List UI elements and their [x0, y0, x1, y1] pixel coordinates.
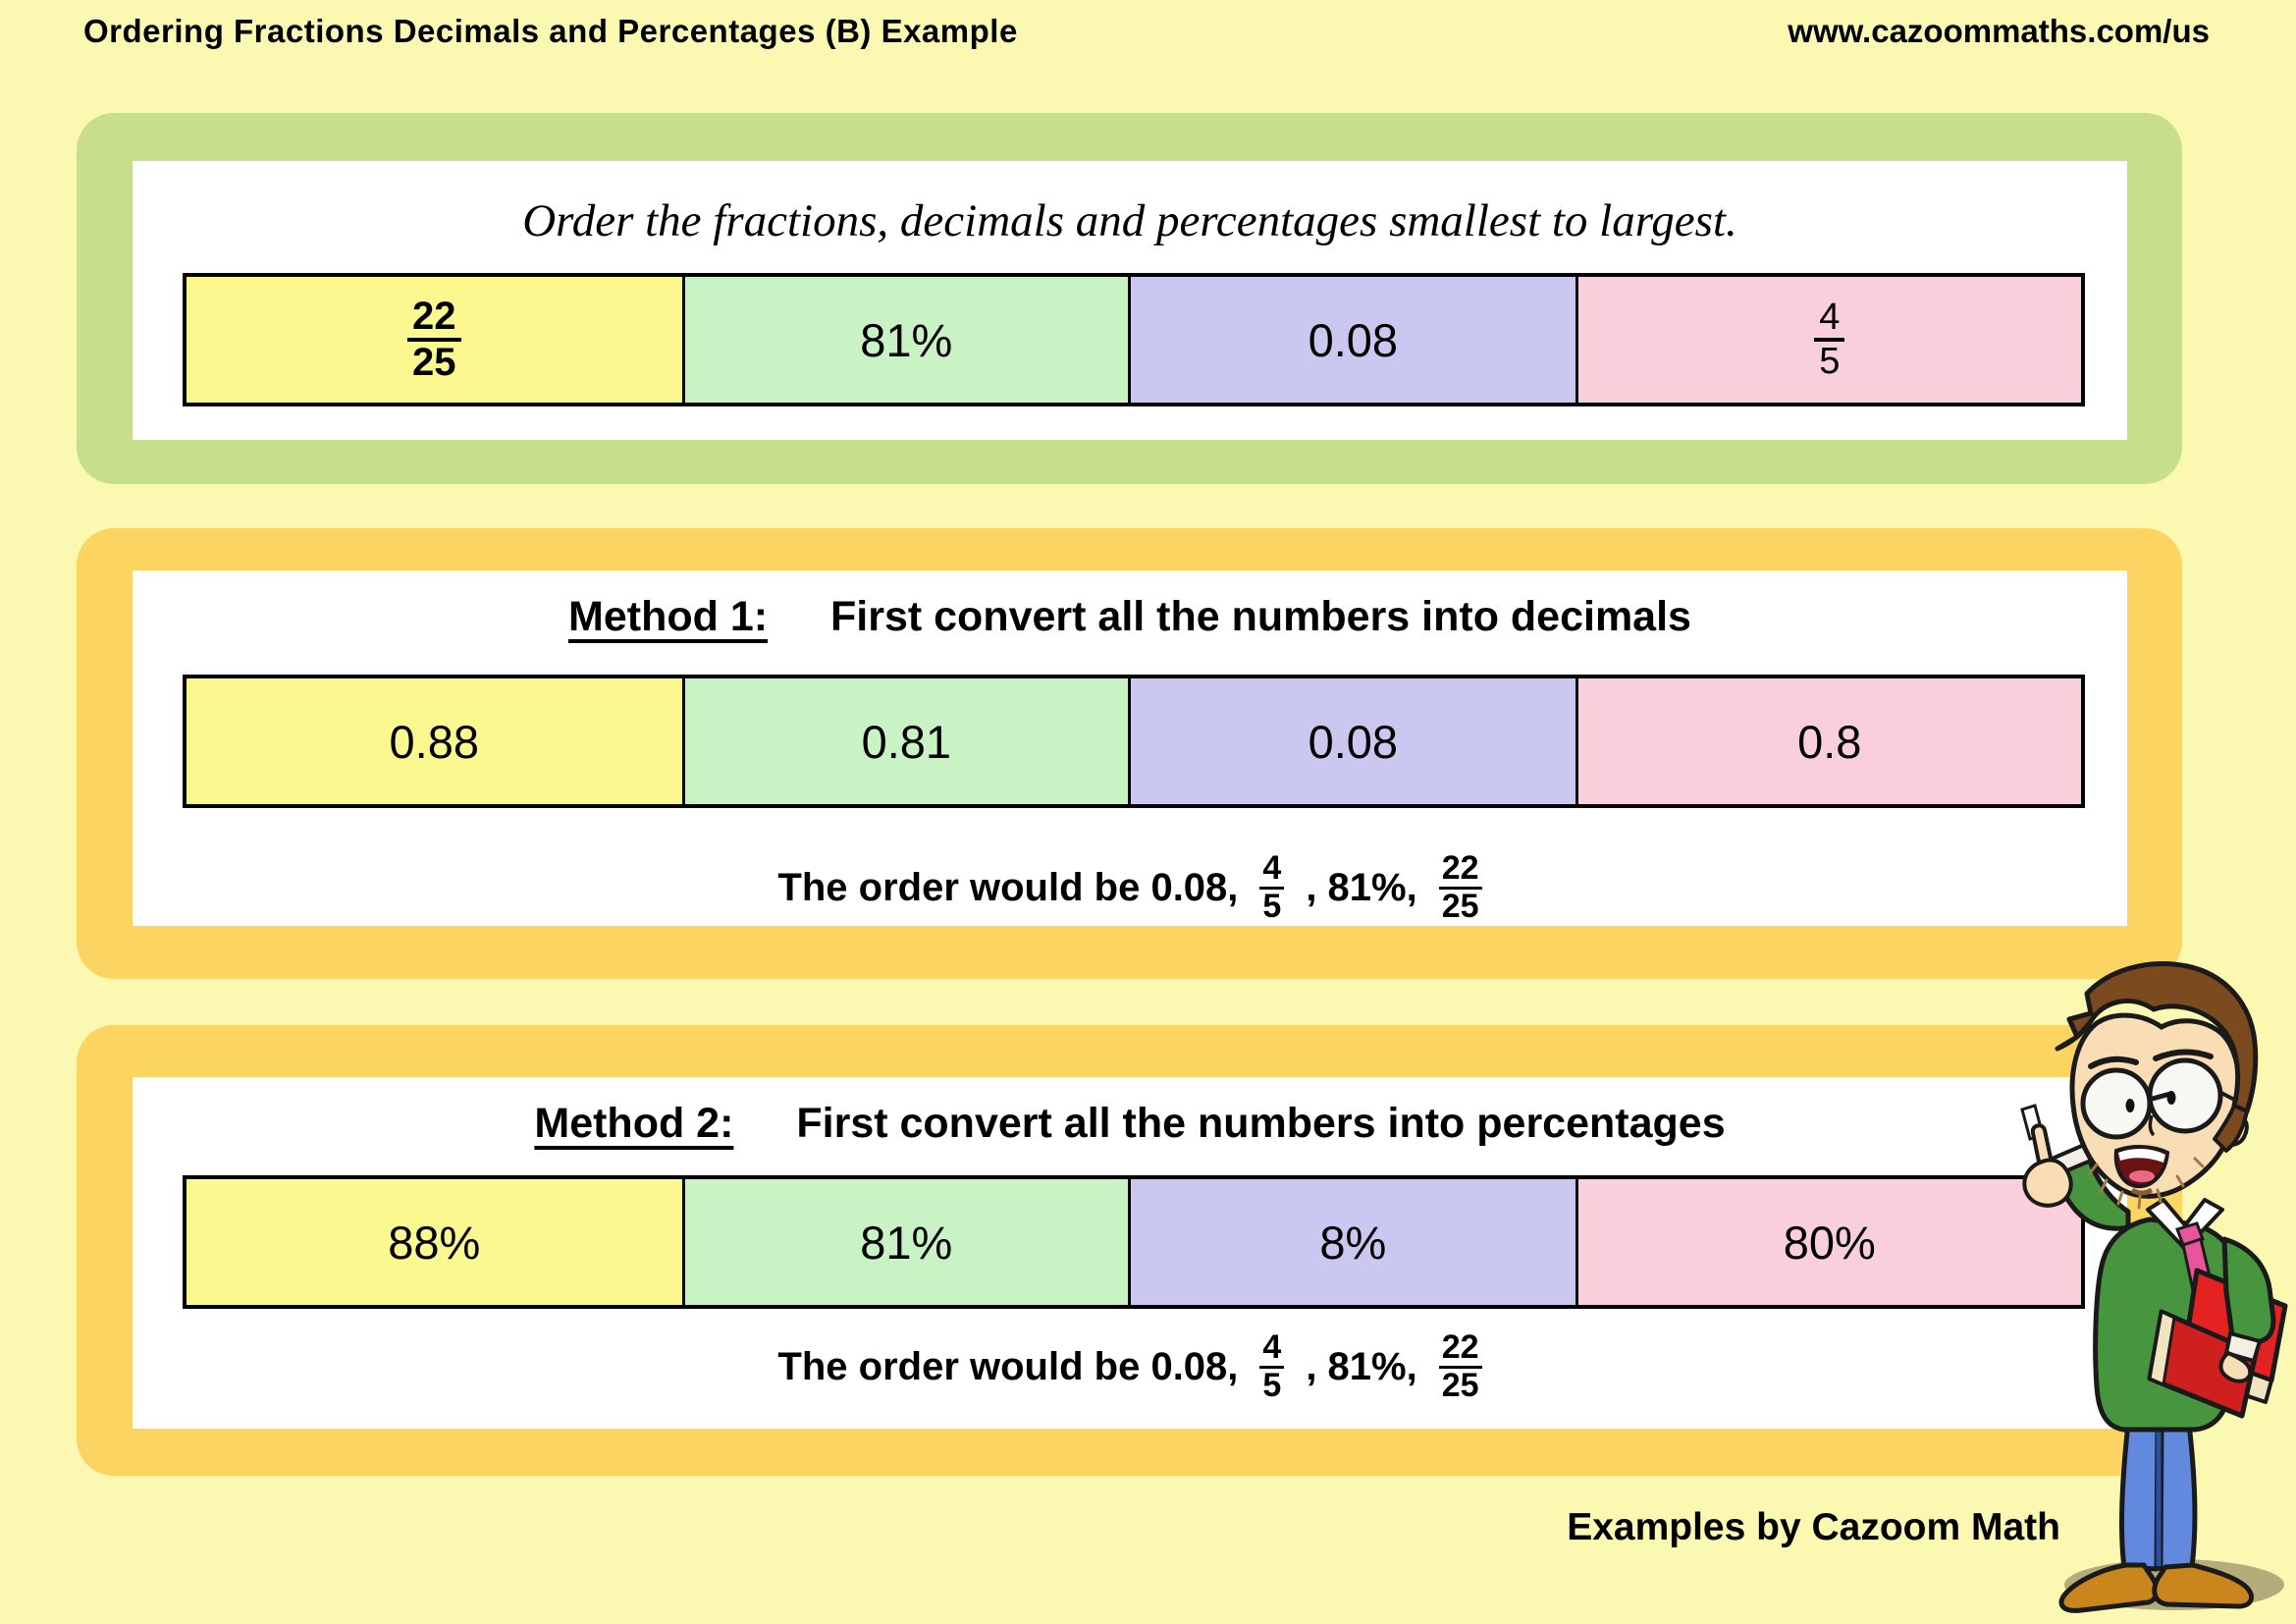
method1-panel: Method 1: First convert all the numbers …	[77, 528, 2182, 979]
question-prompt: Order the fractions, decimals and percen…	[522, 195, 1737, 246]
method2-order-line: The order would be 0.08, 4 5 , 81%, 22 2…	[133, 1313, 2127, 1421]
question-cell-percentage: 81%	[684, 277, 1132, 403]
fraction-numerator: 4	[1819, 296, 1841, 338]
fraction-denominator: 25	[1438, 886, 1482, 925]
mascot-hair	[2055, 961, 2259, 1114]
method2-cell-3: 8%	[1131, 1179, 1578, 1305]
fraction-numerator: 22	[1441, 1327, 1479, 1366]
mascot-glasses-lens	[2147, 1057, 2223, 1134]
method1-cell-1: 0.88	[187, 678, 685, 804]
fraction-4-5: 4 5	[1814, 296, 1845, 382]
fraction-denominator: 5	[1259, 1365, 1285, 1404]
mascot-teeth	[2118, 1149, 2165, 1163]
order-fraction-22-25: 22 25	[1438, 848, 1482, 925]
method1-order-line: The order would be 0.08, 4 5 , 81%, 22 2…	[133, 834, 2127, 942]
method1-cell-4: 0.8	[1577, 678, 2081, 804]
method1-header: Method 1: First convert all the numbers …	[133, 593, 2127, 641]
method2-instruction: First convert all the numbers into perce…	[796, 1100, 1726, 1147]
mascot-finger	[2030, 1123, 2055, 1169]
method1-label: Method 1:	[568, 593, 769, 640]
order-fraction-4-5: 4 5	[1259, 848, 1285, 925]
fraction-22-25: 22 25	[407, 294, 461, 384]
fraction-denominator: 25	[1438, 1365, 1482, 1404]
mascot-goatee	[2130, 1187, 2154, 1196]
method2-cell-4: 80%	[1577, 1179, 2081, 1305]
mascot-glasses-lens	[2080, 1067, 2153, 1140]
question-table: 22 25 81% 0.08 4 5	[183, 273, 2085, 406]
mascot-eyebrow	[2088, 1056, 2139, 1069]
mascot-jeans	[2118, 1421, 2161, 1572]
order-fraction-22-25: 22 25	[1438, 1327, 1482, 1404]
fraction-numerator: 4	[1262, 848, 1282, 887]
mascot-tongue	[2129, 1170, 2155, 1182]
footer-credit: Examples by Cazoom Math	[1567, 1506, 2060, 1548]
fraction-denominator: 5	[1259, 886, 1285, 925]
method2-cell-1: 88%	[187, 1179, 685, 1305]
fraction-numerator: 22	[1441, 848, 1479, 887]
fraction-numerator: 4	[1262, 1327, 1282, 1366]
method1-table: 0.88 0.81 0.08 0.8	[183, 675, 2085, 808]
order-fraction-4-5: 4 5	[1259, 1327, 1285, 1404]
page-title: Ordering Fractions Decimals and Percenta…	[83, 13, 1018, 49]
mascot-jeans	[2158, 1421, 2198, 1572]
mascot-hair	[2213, 1104, 2249, 1153]
method2-card: Method 2: First convert all the numbers …	[133, 1077, 2127, 1429]
mascot-arm	[2221, 1236, 2276, 1344]
mascot-nose	[2148, 1114, 2156, 1137]
site-url: www.cazoommaths.com/us	[1788, 13, 2210, 49]
mascot-glasses-bridge	[2148, 1091, 2171, 1103]
mascot-shoe	[2058, 1562, 2160, 1613]
fraction-denominator: 25	[407, 338, 461, 384]
order-prefix: The order would be 0.08,	[777, 865, 1239, 909]
mascot-pupil	[2166, 1091, 2176, 1105]
mascot-shoe	[2152, 1562, 2255, 1609]
method2-panel: Method 2: First convert all the numbers …	[77, 1025, 2182, 1476]
question-card: Order the fractions, decimals and percen…	[133, 161, 2127, 440]
mascot-eyebrow	[2153, 1049, 2214, 1061]
order-middle: , 81%,	[1306, 1344, 1417, 1388]
question-panel: Order the fractions, decimals and percen…	[77, 113, 2182, 484]
order-prefix: The order would be 0.08,	[777, 1344, 1239, 1388]
method2-label: Method 2:	[534, 1100, 734, 1147]
method1-instruction: First convert all the numbers into decim…	[830, 593, 1691, 640]
question-cell-fraction-4-5: 4 5	[1577, 277, 2081, 403]
method1-cell-2: 0.81	[684, 678, 1132, 804]
order-middle: , 81%,	[1306, 865, 1417, 909]
mascot-hand	[2022, 1158, 2073, 1208]
fraction-denominator: 5	[1814, 338, 1845, 382]
method1-cell-3: 0.08	[1131, 678, 1578, 804]
question-cell-decimal: 0.08	[1131, 277, 1578, 403]
method2-cell-2: 81%	[684, 1179, 1132, 1305]
question-cell-fraction-22-25: 22 25	[187, 277, 685, 403]
method2-table: 88% 81% 8% 80%	[183, 1175, 2085, 1309]
mascot-hand	[2218, 1350, 2253, 1383]
mascot-stubble	[2087, 1157, 2205, 1210]
method1-card: Method 1: First convert all the numbers …	[133, 570, 2127, 926]
teacher-mascot-illustration	[2020, 961, 2288, 1613]
mascot-book-pages	[2148, 1309, 2176, 1387]
mascot-pupil	[2125, 1099, 2135, 1112]
fraction-numerator: 22	[412, 294, 456, 338]
method2-header: Method 2: First convert all the numbers …	[133, 1100, 2127, 1148]
